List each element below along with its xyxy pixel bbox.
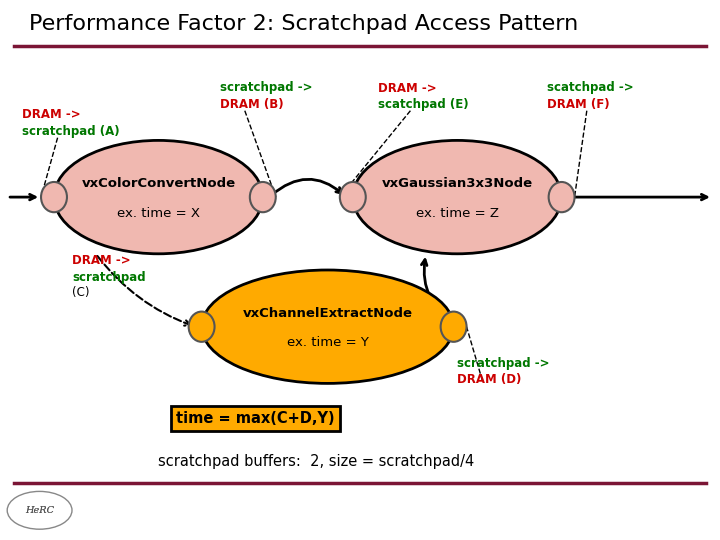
Text: time = max(C+D,Y): time = max(C+D,Y): [176, 411, 335, 426]
Text: scratchpad ->: scratchpad ->: [220, 82, 312, 94]
Text: HeRC: HeRC: [25, 506, 54, 515]
Text: Performance Factor 2: Scratchpad Access Pattern: Performance Factor 2: Scratchpad Access …: [29, 14, 578, 35]
Text: scatchpad ->: scatchpad ->: [547, 82, 634, 94]
Text: HeRC: HeRC: [25, 506, 54, 515]
Text: DRAM ->: DRAM ->: [72, 254, 130, 267]
Ellipse shape: [250, 182, 276, 212]
Ellipse shape: [7, 491, 72, 529]
Ellipse shape: [340, 182, 366, 212]
Ellipse shape: [41, 182, 67, 212]
Ellipse shape: [549, 182, 575, 212]
Ellipse shape: [189, 312, 215, 342]
Text: DRAM ->: DRAM ->: [378, 82, 436, 94]
Text: scratchpad (A): scratchpad (A): [22, 125, 120, 138]
Text: ex. time = Z: ex. time = Z: [415, 207, 499, 220]
Text: vxChannelExtractNode: vxChannelExtractNode: [243, 307, 413, 320]
Ellipse shape: [202, 270, 454, 383]
Text: scratchpad: scratchpad: [72, 271, 145, 284]
Text: scratchpad ->: scratchpad ->: [457, 357, 549, 370]
Text: (C): (C): [72, 286, 89, 299]
Ellipse shape: [353, 140, 562, 254]
Text: scatchpad (E): scatchpad (E): [378, 98, 469, 111]
Text: ex. time = X: ex. time = X: [117, 207, 200, 220]
Text: vxColorConvertNode: vxColorConvertNode: [81, 177, 235, 190]
Text: scratchpad buffers:  2, size = scratchpad/4: scratchpad buffers: 2, size = scratchpad…: [158, 454, 474, 469]
Text: DRAM (D): DRAM (D): [457, 373, 521, 386]
Ellipse shape: [54, 140, 263, 254]
Text: DRAM ->: DRAM ->: [22, 109, 80, 122]
Text: DRAM (F): DRAM (F): [547, 98, 610, 111]
Text: DRAM (B): DRAM (B): [220, 98, 283, 111]
Ellipse shape: [441, 312, 467, 342]
Text: ex. time = Y: ex. time = Y: [287, 336, 369, 349]
Text: vxGaussian3x3Node: vxGaussian3x3Node: [382, 177, 533, 190]
